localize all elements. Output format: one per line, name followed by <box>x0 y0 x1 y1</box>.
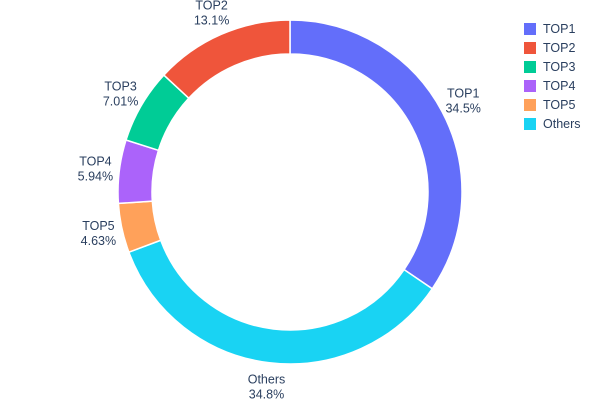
legend-swatch-top4 <box>524 80 536 92</box>
pie-slice-others[interactable] <box>127 239 434 365</box>
pie-slice-top4[interactable] <box>117 139 160 205</box>
slice-label-top3: TOP3 7.01% <box>103 79 138 108</box>
slice-label-top4: TOP4 5.94% <box>78 155 113 184</box>
slice-label-top2: TOP2 13.1% <box>194 0 229 27</box>
legend-swatch-top2 <box>524 42 536 54</box>
legend-item-top3[interactable]: TOP3 <box>524 60 581 74</box>
pie-slice-top2[interactable] <box>162 19 291 100</box>
legend-item-top2[interactable]: TOP2 <box>524 41 581 55</box>
slice-label-top1: TOP1 34.5% <box>445 86 480 115</box>
legend-label-top4: TOP4 <box>543 79 576 93</box>
legend-swatch-top1 <box>524 23 536 35</box>
slice-label-top5: TOP5 4.63% <box>81 219 116 248</box>
legend-item-others[interactable]: Others <box>524 117 581 131</box>
slice-label-others: Others 34.8% <box>248 373 286 400</box>
legend-item-top4[interactable]: TOP4 <box>524 79 581 93</box>
legend-swatch-top5 <box>524 99 536 111</box>
pie-slice-top1[interactable] <box>289 19 463 290</box>
legend-label-top5: TOP5 <box>543 98 576 112</box>
legend-item-top1[interactable]: TOP1 <box>524 22 581 36</box>
legend-swatch-others <box>524 118 536 130</box>
legend-item-top5[interactable]: TOP5 <box>524 98 581 112</box>
legend-label-others: Others <box>543 117 581 131</box>
legend-label-top2: TOP2 <box>543 41 576 55</box>
legend-swatch-top3 <box>524 61 536 73</box>
legend-label-top1: TOP1 <box>543 22 576 36</box>
legend: TOP1 TOP2 TOP3 TOP4 TOP5 Others <box>524 22 581 131</box>
legend-label-top3: TOP3 <box>543 60 576 74</box>
